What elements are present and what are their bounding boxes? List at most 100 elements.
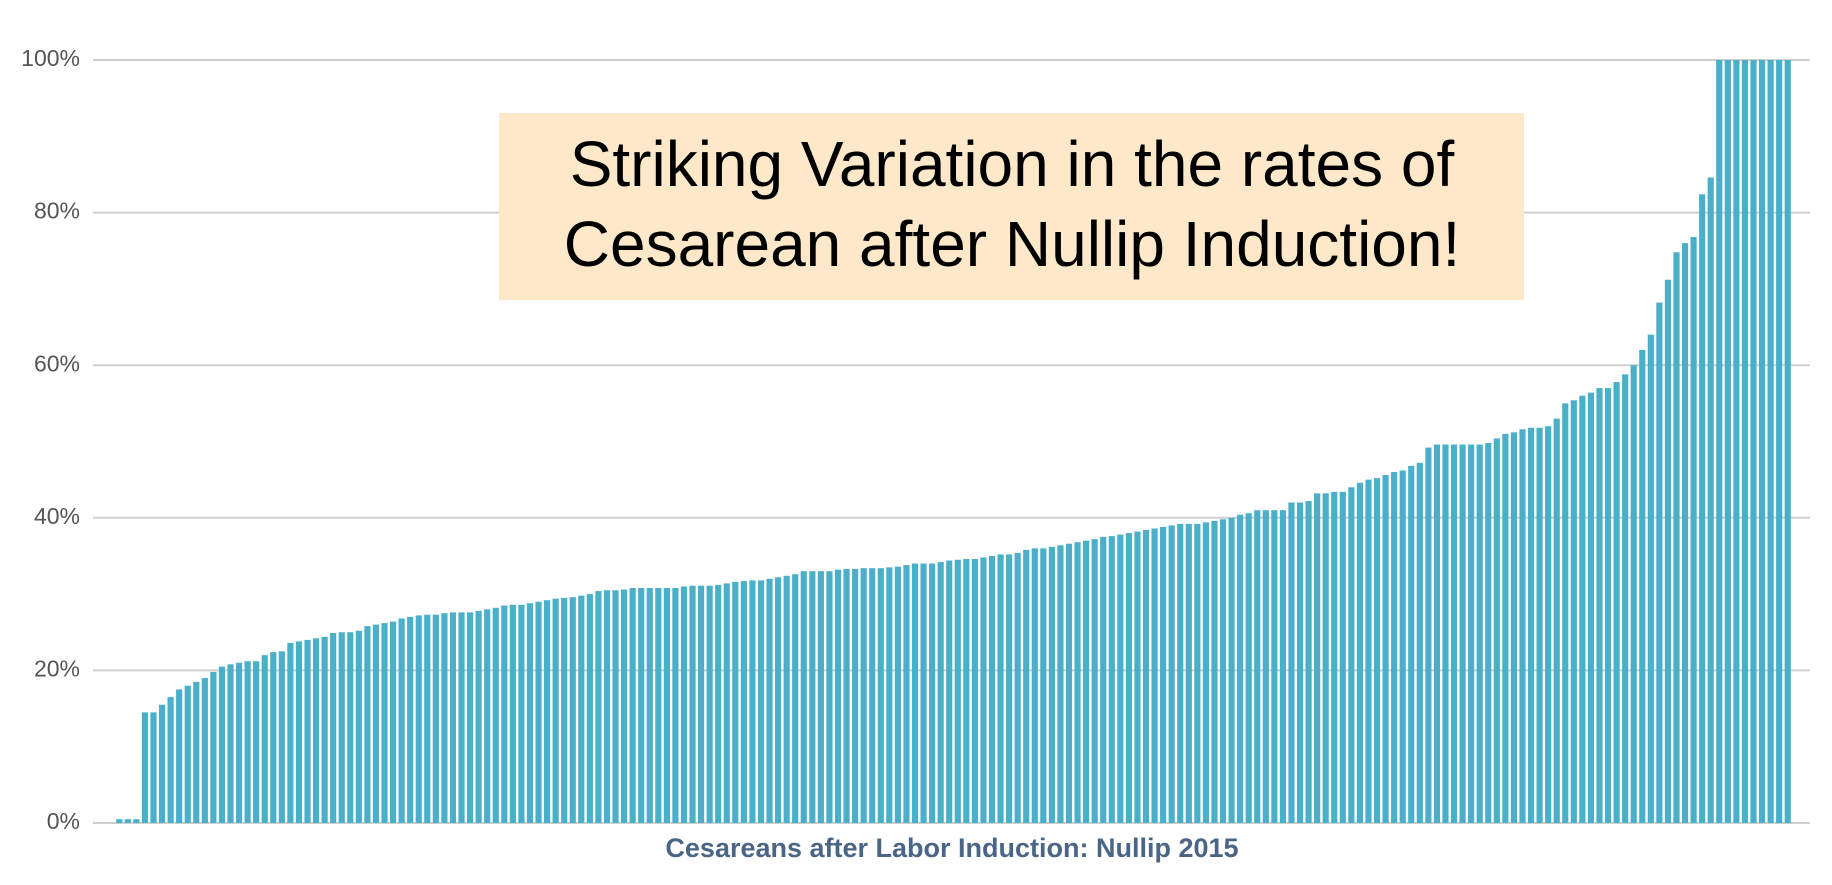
bar (158, 704, 166, 823)
bar (1502, 433, 1509, 823)
bar (646, 587, 653, 823)
bar (1048, 546, 1055, 823)
bar (1553, 418, 1560, 823)
bar (415, 615, 422, 823)
bar (1622, 374, 1629, 823)
bar (1288, 502, 1295, 823)
annotation-line: Striking Variation in the rates of (570, 128, 1455, 200)
bar (766, 578, 773, 823)
bar (877, 568, 884, 823)
bar (270, 652, 277, 823)
bar (1211, 520, 1218, 823)
bar (980, 557, 987, 823)
bar (295, 641, 303, 823)
bar (261, 655, 268, 823)
bar (1408, 465, 1415, 823)
bar (330, 633, 337, 823)
bar (287, 642, 294, 823)
bar (1245, 513, 1252, 823)
bar (561, 597, 568, 823)
bar (1100, 536, 1107, 823)
bar (1741, 60, 1749, 823)
bar (638, 587, 645, 823)
bar (1331, 491, 1338, 823)
bar (1536, 427, 1543, 823)
bar (1784, 60, 1791, 823)
bar (1305, 501, 1312, 823)
bar (817, 571, 824, 823)
bar (809, 571, 816, 823)
bar (1006, 554, 1013, 823)
bar (1348, 487, 1355, 823)
bar (860, 568, 867, 823)
bar (312, 638, 320, 823)
bar (509, 604, 516, 823)
annotation-box (499, 113, 1524, 300)
bar (1168, 525, 1175, 823)
bar (1587, 392, 1595, 823)
y-tick-label: 80% (34, 198, 80, 224)
y-tick-label: 20% (34, 655, 80, 681)
bar (1151, 528, 1158, 823)
bar (1596, 388, 1603, 823)
bar (518, 604, 525, 823)
bar (184, 685, 191, 823)
bar (997, 554, 1004, 823)
bar (1673, 252, 1680, 823)
bar (1750, 60, 1757, 823)
bar (663, 587, 670, 823)
bar (1117, 534, 1124, 823)
bar (1262, 510, 1269, 823)
bar (466, 612, 474, 823)
bar (552, 598, 559, 823)
bar (1202, 522, 1209, 823)
bar (355, 630, 362, 823)
bar (167, 697, 174, 823)
bar (133, 819, 140, 823)
bar (946, 560, 953, 823)
bar (1562, 403, 1569, 823)
bar (1254, 510, 1261, 823)
bar (535, 601, 542, 823)
bar (689, 585, 696, 823)
bar (1031, 548, 1038, 823)
bar (988, 555, 996, 823)
bar (869, 568, 876, 823)
bar (843, 568, 850, 823)
bar (954, 559, 961, 823)
bar (1040, 548, 1047, 823)
bar (201, 678, 208, 823)
bar (852, 568, 859, 823)
bar (792, 574, 799, 823)
bar (1382, 475, 1389, 823)
bar (698, 585, 705, 823)
bar (1579, 395, 1586, 823)
bar (458, 612, 465, 823)
bar (586, 594, 593, 823)
bar (629, 587, 636, 823)
bar (116, 819, 123, 823)
bar (449, 612, 457, 823)
bar (484, 609, 491, 823)
bar (1699, 194, 1706, 824)
bar (1630, 365, 1637, 823)
bar (424, 614, 431, 823)
bar (364, 626, 371, 823)
bar (1271, 510, 1278, 823)
bar (783, 575, 790, 823)
bar (621, 589, 628, 823)
bar (338, 632, 345, 823)
bar (757, 580, 765, 823)
bar (1433, 444, 1441, 823)
bar (655, 587, 662, 823)
bar (1373, 478, 1381, 823)
bar (578, 595, 585, 823)
bar (1664, 279, 1672, 823)
bar (218, 666, 226, 823)
annotation-line: Cesarean after Nullip Induction! (564, 208, 1461, 280)
bar (732, 581, 739, 823)
bar (1733, 60, 1740, 823)
bar (1065, 543, 1073, 823)
bar (775, 577, 782, 823)
bar (569, 597, 576, 823)
